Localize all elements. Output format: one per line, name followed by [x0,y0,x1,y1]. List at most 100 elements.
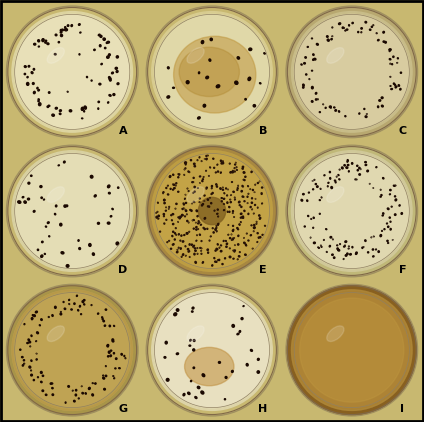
Ellipse shape [196,229,197,230]
Ellipse shape [339,179,340,180]
Ellipse shape [82,392,84,394]
Ellipse shape [179,47,240,97]
Ellipse shape [208,252,209,253]
Ellipse shape [184,347,234,386]
Ellipse shape [339,23,341,24]
Ellipse shape [116,56,118,58]
Ellipse shape [351,162,353,164]
Ellipse shape [216,231,217,232]
Ellipse shape [241,206,242,208]
Ellipse shape [48,316,49,317]
Ellipse shape [326,36,328,37]
Ellipse shape [207,249,209,251]
Ellipse shape [69,303,70,304]
Ellipse shape [376,167,377,168]
Ellipse shape [185,209,186,210]
Ellipse shape [36,359,37,360]
Circle shape [287,286,416,414]
Ellipse shape [115,358,117,360]
Ellipse shape [180,240,181,241]
Ellipse shape [201,391,204,394]
Ellipse shape [104,325,106,326]
Ellipse shape [189,231,190,232]
Ellipse shape [232,213,233,214]
Ellipse shape [384,229,385,230]
Ellipse shape [382,215,383,216]
Ellipse shape [216,248,218,250]
Ellipse shape [115,68,117,69]
Ellipse shape [49,236,50,237]
Ellipse shape [187,48,204,63]
Ellipse shape [214,257,215,259]
Ellipse shape [316,43,318,45]
Ellipse shape [174,188,175,189]
Ellipse shape [174,313,177,316]
Ellipse shape [196,240,197,241]
Ellipse shape [194,202,195,203]
Ellipse shape [174,239,175,240]
Ellipse shape [47,43,49,45]
Ellipse shape [109,325,111,327]
Ellipse shape [237,244,239,245]
Ellipse shape [61,34,63,37]
Ellipse shape [387,223,388,224]
Ellipse shape [79,54,80,55]
Ellipse shape [84,300,85,301]
Ellipse shape [74,303,75,304]
Ellipse shape [196,210,198,212]
Ellipse shape [42,241,43,243]
Circle shape [154,14,270,130]
Ellipse shape [389,49,390,50]
Ellipse shape [58,165,59,166]
Ellipse shape [110,216,112,217]
Ellipse shape [108,351,110,353]
Ellipse shape [241,190,243,192]
Ellipse shape [90,176,93,178]
Ellipse shape [382,213,384,214]
Ellipse shape [332,27,333,28]
Ellipse shape [181,235,182,236]
Ellipse shape [365,22,367,23]
Ellipse shape [356,252,357,253]
Ellipse shape [164,357,166,358]
Ellipse shape [189,244,190,245]
Ellipse shape [399,205,400,206]
Ellipse shape [381,97,383,99]
Ellipse shape [257,207,258,208]
Ellipse shape [337,245,338,246]
Ellipse shape [24,324,25,325]
Ellipse shape [52,383,53,384]
Ellipse shape [261,193,262,195]
Circle shape [291,151,412,271]
Ellipse shape [229,238,231,239]
Ellipse shape [43,199,45,200]
Ellipse shape [180,216,181,217]
Ellipse shape [30,346,31,347]
Ellipse shape [346,167,348,168]
Ellipse shape [244,179,245,181]
Ellipse shape [42,390,44,392]
Text: A: A [119,126,127,136]
Ellipse shape [190,339,191,341]
Ellipse shape [244,201,245,202]
Ellipse shape [179,218,180,219]
Ellipse shape [203,104,206,107]
Ellipse shape [102,319,103,320]
Ellipse shape [334,107,335,108]
Ellipse shape [367,170,368,172]
Ellipse shape [229,206,230,208]
Ellipse shape [199,198,200,199]
Ellipse shape [221,162,222,164]
Ellipse shape [236,167,237,168]
Ellipse shape [69,110,72,112]
Circle shape [148,286,276,414]
Ellipse shape [158,215,159,216]
Ellipse shape [372,249,374,250]
Ellipse shape [234,245,235,246]
Ellipse shape [165,341,167,344]
Ellipse shape [184,169,185,170]
Ellipse shape [194,165,195,167]
Ellipse shape [89,387,90,390]
Ellipse shape [38,100,39,102]
Ellipse shape [345,30,346,31]
